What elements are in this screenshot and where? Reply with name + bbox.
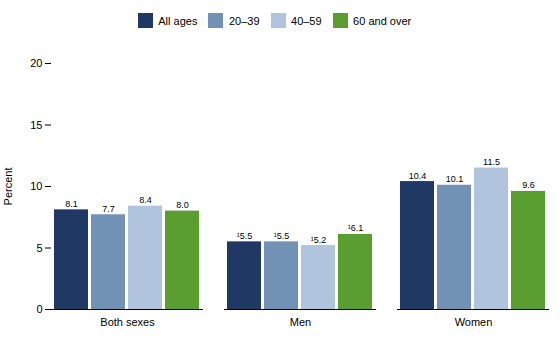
svg-text:10: 10 [30,180,42,192]
svg-text:10.4: 10.4 [409,170,427,180]
svg-text:8.0: 8.0 [176,200,189,210]
svg-text:15: 15 [30,118,42,130]
svg-text:Men: Men [290,316,311,328]
svg-text:8.4: 8.4 [139,195,152,205]
svg-text:¹5.5: ¹5.5 [237,230,253,240]
svg-text:Both sexes: Both sexes [100,316,155,328]
svg-text:Women: Women [455,316,493,328]
html-text:20–39: 20–39 [228,14,260,27]
html-text:60 and over: 60 and over [353,14,412,27]
svg-text:0: 0 [36,303,42,315]
svg-text:11.5: 11.5 [483,157,500,167]
svg-text:10.1: 10.1 [446,174,464,184]
svg-text:¹5.5: ¹5.5 [274,230,290,240]
svg-text:9.6: 9.6 [522,180,535,190]
html-text:40–59: 40–59 [291,14,322,27]
svg-text:8.1: 8.1 [65,198,78,208]
svg-text:5: 5 [36,241,42,253]
html-text:All ages: All ages [158,14,198,27]
svg-text:7.7: 7.7 [102,203,115,213]
svg-text:Percent: Percent [2,167,14,205]
svg-text:20: 20 [30,57,42,69]
svg-text:¹5.2: ¹5.2 [311,234,327,244]
svg-text:¹6.1: ¹6.1 [348,223,364,233]
